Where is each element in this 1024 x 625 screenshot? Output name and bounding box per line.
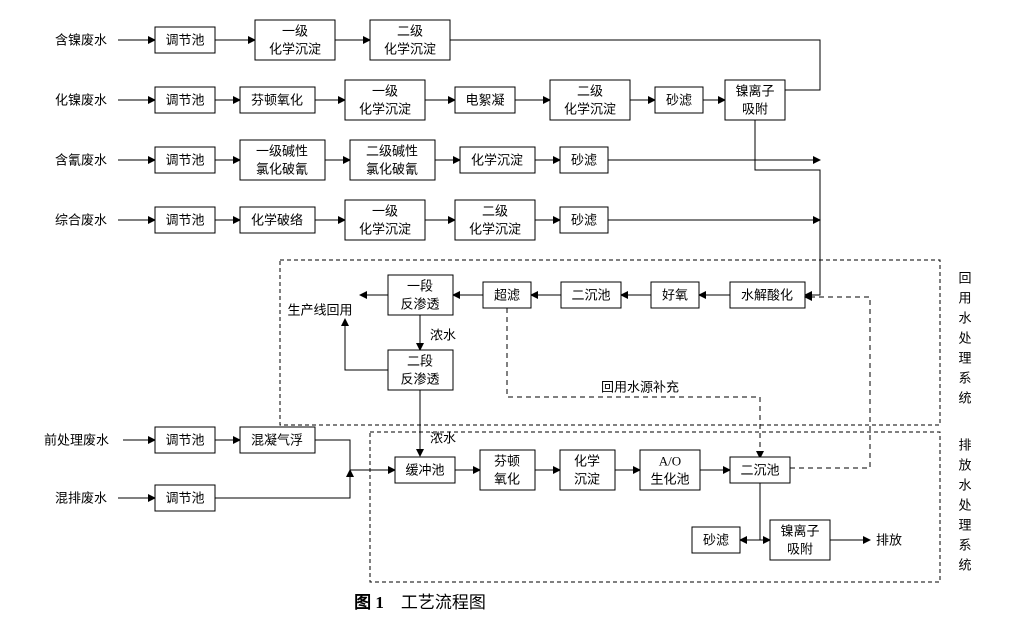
- niads-a: 镍离子: [735, 84, 774, 99]
- reg-2: 调节池: [165, 93, 204, 108]
- src-2: 化镍废水: [55, 93, 107, 108]
- ro2b: 反渗透: [400, 372, 439, 387]
- reg-5: 调节池: [165, 433, 204, 448]
- uf: 超滤: [494, 288, 520, 303]
- sand-3: 砂滤: [571, 153, 597, 168]
- reuse-lbl-4: 处: [958, 331, 971, 346]
- reg-3: 调节池: [165, 153, 204, 168]
- cp2-1b: 化学沉淀: [359, 102, 411, 117]
- disch-lbl-5: 理: [958, 518, 971, 533]
- reuse-lbl-6: 系: [958, 371, 971, 386]
- niads2b: 吸附: [787, 542, 813, 557]
- disch-lbl-6: 系: [958, 538, 971, 553]
- fig-text: 工艺流程图: [401, 593, 486, 612]
- buffer: 缓冲池: [405, 463, 444, 478]
- fig-no: 图 1: [354, 593, 384, 612]
- cp1-2a: 二级: [397, 24, 423, 39]
- cp1-2b: 化学沉淀: [384, 42, 436, 57]
- sand-4: 砂滤: [571, 213, 597, 228]
- elec: 电絮凝: [465, 93, 504, 108]
- conc1: 浓水: [430, 328, 456, 343]
- coag: 混凝气浮: [251, 433, 303, 448]
- ao-a: A/O: [659, 454, 681, 469]
- conc2: 浓水: [430, 431, 456, 446]
- reg-6: 调节池: [165, 491, 204, 506]
- ro1a: 一段: [407, 279, 433, 294]
- cp2-2b: 化学沉淀: [564, 102, 616, 117]
- fenton-1: 芬顿氧化: [251, 93, 303, 108]
- reg-1: 调节池: [165, 33, 204, 48]
- reuse-lbl-5: 理: [958, 351, 971, 366]
- cp2-2a: 二级: [577, 84, 603, 99]
- cp4-1a: 一级: [372, 204, 398, 219]
- disch-lbl-3: 水: [958, 478, 971, 493]
- reuse-out: 生产线回用: [287, 303, 352, 318]
- src-6: 混排废水: [55, 491, 107, 506]
- alk2b: 氯化破氰: [366, 162, 418, 177]
- sand-2: 砂滤: [666, 93, 692, 108]
- src-1: 含镍废水: [55, 33, 107, 48]
- reuse-lbl-2: 用: [958, 291, 971, 306]
- alk2a: 二级碱性: [366, 144, 418, 159]
- disch-lbl-7: 统: [958, 558, 971, 573]
- disch-lbl-2: 放: [958, 458, 971, 473]
- disch-lbl-1: 排: [958, 438, 971, 453]
- ro2a: 二段: [407, 354, 433, 369]
- src-3: 含氰废水: [55, 153, 107, 168]
- cp4-2a: 二级: [482, 204, 508, 219]
- cp2-1a: 一级: [372, 84, 398, 99]
- caption: 图 1 工艺流程图: [354, 593, 486, 612]
- breakcr: 化学破络: [251, 213, 303, 228]
- chemprec-a: 化学: [574, 454, 600, 469]
- fenton2a: 芬顿: [494, 454, 520, 469]
- hydro: 水解酸化: [741, 288, 793, 303]
- ro1b: 反渗透: [400, 297, 439, 312]
- src-4: 综合废水: [55, 213, 107, 228]
- disch-lbl-4: 处: [958, 498, 971, 513]
- discharge-out: 排放: [876, 533, 902, 548]
- ao-b: 生化池: [650, 472, 689, 487]
- cp1-1b: 化学沉淀: [269, 42, 321, 57]
- fenton2b: 氧化: [494, 472, 520, 487]
- cp1-1a: 一级: [282, 24, 308, 39]
- niads2a: 镍离子: [780, 524, 819, 539]
- reuse-lbl-1: 回: [958, 271, 971, 286]
- backfill: 回用水源补充: [601, 380, 679, 395]
- chemprec-b: 沉淀: [574, 472, 600, 487]
- reuse-lbl-7: 统: [958, 391, 971, 406]
- sed2a: 二沉池: [571, 288, 610, 303]
- reuse-lbl-3: 水: [958, 311, 971, 326]
- sand5: 砂滤: [703, 533, 729, 548]
- src-5: 前处理废水: [44, 433, 109, 448]
- niads-b: 吸附: [742, 102, 768, 117]
- cp4-2b: 化学沉淀: [469, 222, 521, 237]
- aerobic: 好氧: [662, 288, 688, 303]
- alk1b: 氯化破氰: [256, 162, 308, 177]
- cp4-1b: 化学沉淀: [359, 222, 411, 237]
- alk1a: 一级碱性: [256, 144, 308, 159]
- sed2b: 二沉池: [740, 463, 779, 478]
- reg-4: 调节池: [165, 213, 204, 228]
- chem3: 化学沉淀: [471, 153, 523, 168]
